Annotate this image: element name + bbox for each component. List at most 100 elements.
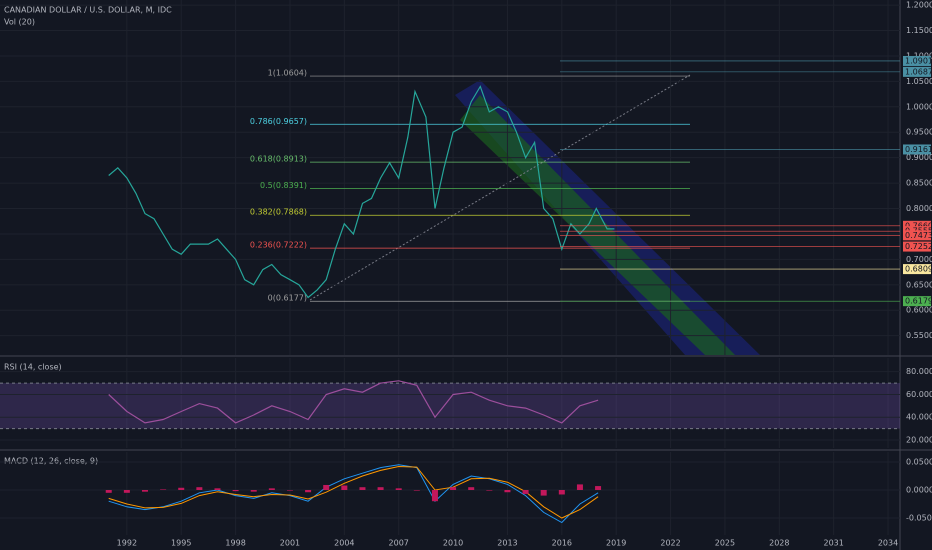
- y-tick-label: 60.0000: [906, 390, 932, 399]
- x-tick-label: 1995: [171, 539, 191, 548]
- y-tick-label: 0.5500: [906, 331, 932, 340]
- histogram-bar: [323, 484, 330, 491]
- histogram-bar: [413, 490, 420, 491]
- price-tag: [903, 241, 931, 252]
- y-tick-label: 1.1000: [906, 51, 932, 60]
- x-tick-label: 2022: [660, 539, 680, 548]
- price-tag-label: 1.0687: [905, 67, 932, 76]
- histogram-bar: [250, 490, 257, 492]
- y-tick-label: 40.0000: [906, 413, 932, 422]
- x-tick-label: 2031: [823, 539, 843, 548]
- price-tag-label: 0.7473: [905, 231, 932, 240]
- price-tag-label: 0.7660: [905, 221, 932, 230]
- y-tick-label: -0.0500: [906, 513, 932, 522]
- histogram-bar: [178, 487, 185, 491]
- y-tick-label: 1.2000: [906, 1, 932, 10]
- y-tick-label: 1.0000: [906, 102, 932, 111]
- y-tick-label: 0.6500: [906, 280, 932, 289]
- x-tick-label: 2013: [497, 539, 517, 548]
- x-tick-label: 2016: [552, 539, 572, 548]
- x-tick-label: 2019: [606, 539, 626, 548]
- rsi-title: RSI (14, close): [4, 363, 62, 372]
- histogram-bar: [232, 490, 239, 492]
- y-tick-label: 1.1500: [906, 26, 932, 35]
- y-tick-label: 0.9000: [906, 153, 932, 162]
- histogram-bar: [359, 487, 366, 491]
- fib-label: 0.618(0.8913): [250, 155, 307, 164]
- price-tag: [903, 55, 931, 66]
- trend-line: [309, 74, 691, 301]
- price-tag-label: 0.6809: [905, 265, 932, 274]
- price-tag: [903, 264, 931, 275]
- price-tag-label: 1.0901: [905, 56, 932, 65]
- fib-label: 0(0.6177): [268, 294, 307, 303]
- price-tag: [903, 230, 931, 241]
- histogram-bar: [160, 489, 167, 491]
- y-tick-label: 0.0000: [906, 486, 932, 495]
- histogram-bar: [341, 485, 348, 491]
- histogram-bar: [123, 490, 130, 493]
- x-tick-label: 2028: [769, 539, 789, 548]
- x-tick-label: 2034: [878, 539, 898, 548]
- histogram-bar: [486, 490, 493, 491]
- y-tick-label: 0.8000: [906, 204, 932, 213]
- x-tick-label: 2025: [715, 539, 735, 548]
- chart-title: CANADIAN DOLLAR / U.S. DOLLAR, M, IDC: [4, 6, 172, 15]
- histogram-bar: [522, 490, 529, 494]
- histogram-bar: [305, 490, 312, 493]
- macd-line: [108, 465, 599, 519]
- price-tag: [903, 296, 931, 307]
- price-tag: [903, 220, 931, 231]
- histogram-bar: [286, 490, 293, 491]
- price-line: [108, 85, 615, 299]
- histogram-bar: [450, 487, 457, 491]
- price-tag-label: 0.7252: [905, 242, 932, 251]
- y-tick-label: 0.8500: [906, 179, 932, 188]
- fib-label: 0.786(0.9657): [250, 117, 307, 126]
- y-tick-label: 0.9500: [906, 128, 932, 137]
- y-tick-label: 20.0000: [906, 436, 932, 445]
- channel-inner: [460, 95, 735, 355]
- macd-line: [108, 464, 599, 524]
- price-tag-label: 0.9161: [905, 145, 932, 154]
- histogram-bar: [576, 484, 583, 491]
- price-tag: [903, 144, 931, 155]
- histogram-bar: [141, 490, 148, 492]
- rsi-band: [0, 383, 900, 429]
- x-tick-label: 1998: [225, 539, 245, 548]
- price-line: [108, 380, 599, 424]
- chart-subtitle: Vol (20): [4, 18, 35, 27]
- y-tick-label: 0.0500: [906, 458, 932, 467]
- price-tag-label: 0.6179: [905, 297, 932, 306]
- fib-label: 0.5(0.8391): [260, 181, 307, 190]
- histogram-bar: [395, 488, 402, 491]
- x-tick-label: 1992: [117, 539, 137, 548]
- histogram-bar: [214, 488, 221, 491]
- histogram-bar: [595, 486, 602, 491]
- fib-label: 0.236(0.7222): [250, 241, 307, 250]
- fib-label: 0.382(0.7868): [250, 208, 307, 217]
- x-tick-label: 2004: [334, 539, 354, 548]
- price-tag: [903, 66, 931, 77]
- histogram-bar: [196, 487, 203, 491]
- fib-label: 1(1.0604): [268, 69, 307, 78]
- y-tick-label: 0.7000: [906, 255, 932, 264]
- x-tick-label: 2007: [389, 539, 409, 548]
- histogram-bar: [540, 490, 547, 496]
- y-tick-label: 0.6000: [906, 306, 932, 315]
- histogram-bar: [558, 490, 565, 495]
- histogram-bar: [268, 488, 275, 491]
- y-tick-label: 80.0000: [906, 367, 932, 376]
- macd-title: MACD (12, 26, close, 9): [4, 457, 98, 466]
- x-tick-label: 2001: [280, 539, 300, 548]
- y-tick-label: 1.0500: [906, 77, 932, 86]
- histogram-bar: [468, 487, 475, 491]
- histogram-bar: [504, 490, 511, 493]
- histogram-bar: [105, 490, 112, 493]
- x-tick-label: 2010: [443, 539, 463, 548]
- histogram-bar: [431, 490, 438, 502]
- histogram-bar: [377, 487, 384, 491]
